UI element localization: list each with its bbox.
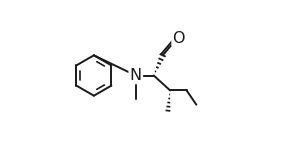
Text: N: N [130, 68, 142, 83]
Text: O: O [172, 31, 185, 46]
